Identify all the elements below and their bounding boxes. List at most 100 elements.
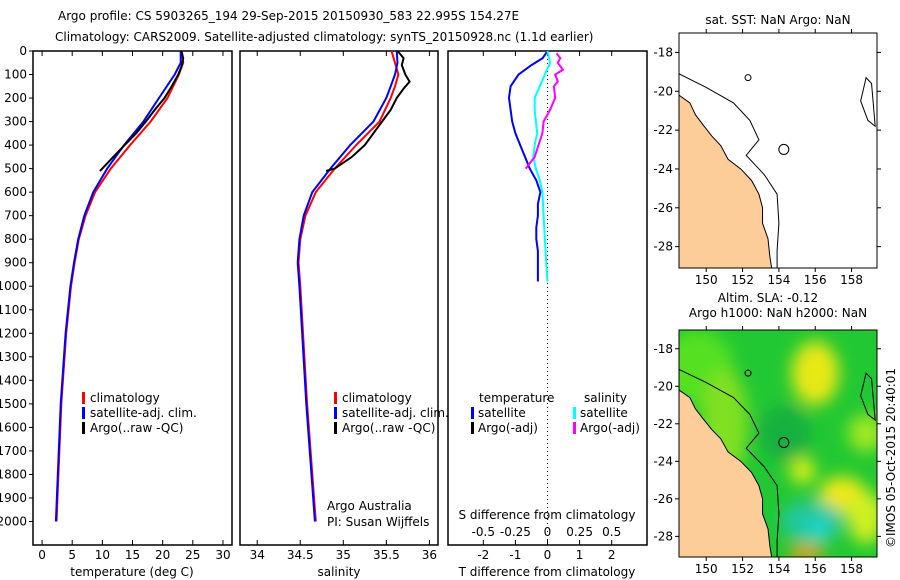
y-tick-label: 1300 — [0, 350, 27, 364]
y-tick-label: 1900 — [0, 491, 27, 505]
y-tick-label: 800 — [4, 232, 27, 246]
legend-label: climatology — [342, 391, 412, 405]
lon-tick-label: 158 — [840, 562, 863, 576]
lon-tick-label: 150 — [695, 273, 718, 287]
series-argo-raw-qc- — [99, 50, 185, 172]
annotation-line2: PI: Susan Wijffels — [327, 515, 429, 529]
bathymetry-contour — [679, 368, 780, 557]
sla-map-title-line2: Argo h1000: NaN h2000: NaN — [689, 306, 867, 320]
lat-tick-label: -28 — [653, 240, 673, 254]
x-tick-label: -1 — [509, 548, 521, 562]
lon-tick-label: 156 — [804, 273, 827, 287]
series-s-satellite — [532, 50, 552, 282]
lat-tick-label: -24 — [653, 162, 673, 176]
s-tick-label: -0.5 — [472, 525, 495, 539]
series-climatology — [55, 50, 185, 522]
panel-frame-salinity — [239, 50, 439, 546]
legend-swatch — [573, 422, 576, 434]
s-tick-label: 0 — [544, 525, 552, 539]
x-tick-label: 36 — [422, 548, 437, 562]
legend-swatch — [471, 407, 474, 419]
panel-frame-temperature — [32, 50, 233, 546]
y-tick-label: 700 — [4, 209, 27, 223]
panels: 0100200300400500600700800900100011001200… — [0, 13, 881, 579]
x-tick-label: 5 — [68, 548, 76, 562]
s-tick-label: 0.5 — [602, 525, 621, 539]
x-tick-label: -2 — [477, 548, 489, 562]
y-tick-label: 1700 — [0, 444, 27, 458]
land-australia — [679, 94, 773, 268]
sst-map-title: sat. SST: NaN Argo: NaN — [705, 13, 850, 27]
x-tick-label: 34 — [250, 548, 265, 562]
y-tick-label: 100 — [4, 68, 27, 82]
sla-anomaly-blob — [847, 491, 877, 544]
lat-tick-label: -22 — [653, 123, 673, 137]
x-axis-label: T difference from climatology — [458, 565, 636, 579]
series-s-argo-adj- — [524, 52, 565, 170]
bathymetry-contour — [679, 73, 780, 268]
x-axis-label: salinity — [317, 565, 360, 579]
x-tick-label: 10 — [95, 548, 110, 562]
legend-label: Argo(..raw -QC) — [90, 421, 183, 435]
lon-tick-label: 154 — [767, 562, 790, 576]
legend-swatch — [82, 407, 85, 419]
x-tick-label: 34.5 — [287, 548, 314, 562]
lon-tick-label: 156 — [804, 562, 827, 576]
sla-anomaly-blob — [807, 521, 830, 541]
bathymetry-contour — [860, 372, 876, 422]
legend-label: Argo(..raw -QC) — [342, 421, 435, 435]
lat-tick-label: -24 — [653, 454, 673, 468]
x-tick-label: 15 — [125, 548, 140, 562]
legend-label: satellite-adj. clim. — [342, 406, 449, 420]
y-tick-label: 300 — [4, 115, 27, 129]
sla-anomaly-blob — [847, 414, 877, 452]
y-tick-label: 600 — [4, 185, 27, 199]
lat-tick-label: -28 — [653, 529, 673, 543]
lat-tick-label: -18 — [653, 45, 673, 59]
y-tick-label: 1600 — [0, 420, 27, 434]
annotation-line1: Argo Australia — [327, 499, 412, 513]
legend-label: climatology — [90, 391, 160, 405]
seamount-contour — [744, 74, 752, 82]
y-tick-label: 200 — [4, 91, 27, 105]
title-line2: Climatology: CARS2009. Satellite-adjuste… — [55, 30, 593, 44]
legend-swatch — [334, 392, 337, 404]
lat-tick-label: -26 — [653, 201, 673, 215]
lat-tick-label: -20 — [653, 379, 673, 393]
title-line1: Argo profile: CS 5903265_194 29-Sep-2015… — [58, 9, 519, 23]
legend-label: Argo(-adj) — [478, 421, 538, 435]
sla-field — [679, 330, 877, 557]
y-tick-label: 500 — [4, 162, 27, 176]
argo-position-marker — [778, 143, 790, 155]
y-tick-label: 1000 — [0, 279, 27, 293]
seamount-contour — [744, 369, 752, 377]
s-axis-label: S difference from climatology — [459, 508, 636, 522]
sla-anomaly-blob — [791, 341, 839, 406]
lat-tick-label: -18 — [653, 342, 673, 356]
series-argo-raw-qc- — [325, 50, 411, 172]
x-tick-label: 35 — [336, 548, 351, 562]
land-australia — [679, 389, 773, 557]
sla-map-area — [679, 330, 877, 557]
y-tick-label: 0 — [19, 44, 27, 58]
legend-title-temperature: temperature — [479, 391, 554, 405]
map-frame — [678, 329, 878, 558]
lon-tick-label: 158 — [840, 273, 863, 287]
legend-label: Argo(-adj) — [580, 421, 640, 435]
lon-tick-label: 152 — [731, 273, 754, 287]
sst-map-area — [679, 33, 877, 268]
legend-swatch — [573, 407, 576, 419]
lon-tick-label: 152 — [731, 562, 754, 576]
x-tick-label: 20 — [155, 548, 170, 562]
legend-swatch — [334, 422, 337, 434]
x-axis-label: temperature (deg C) — [70, 565, 193, 579]
y-tick-label: 400 — [4, 138, 27, 152]
series-satellite-adj-clim- — [296, 50, 399, 522]
x-tick-label: 35.5 — [373, 548, 400, 562]
y-tick-label: 1500 — [0, 397, 27, 411]
series-t-satellite — [507, 50, 549, 282]
map-frame — [678, 32, 878, 269]
x-tick-label: 1 — [576, 548, 584, 562]
y-tick-label: 1400 — [0, 373, 27, 387]
